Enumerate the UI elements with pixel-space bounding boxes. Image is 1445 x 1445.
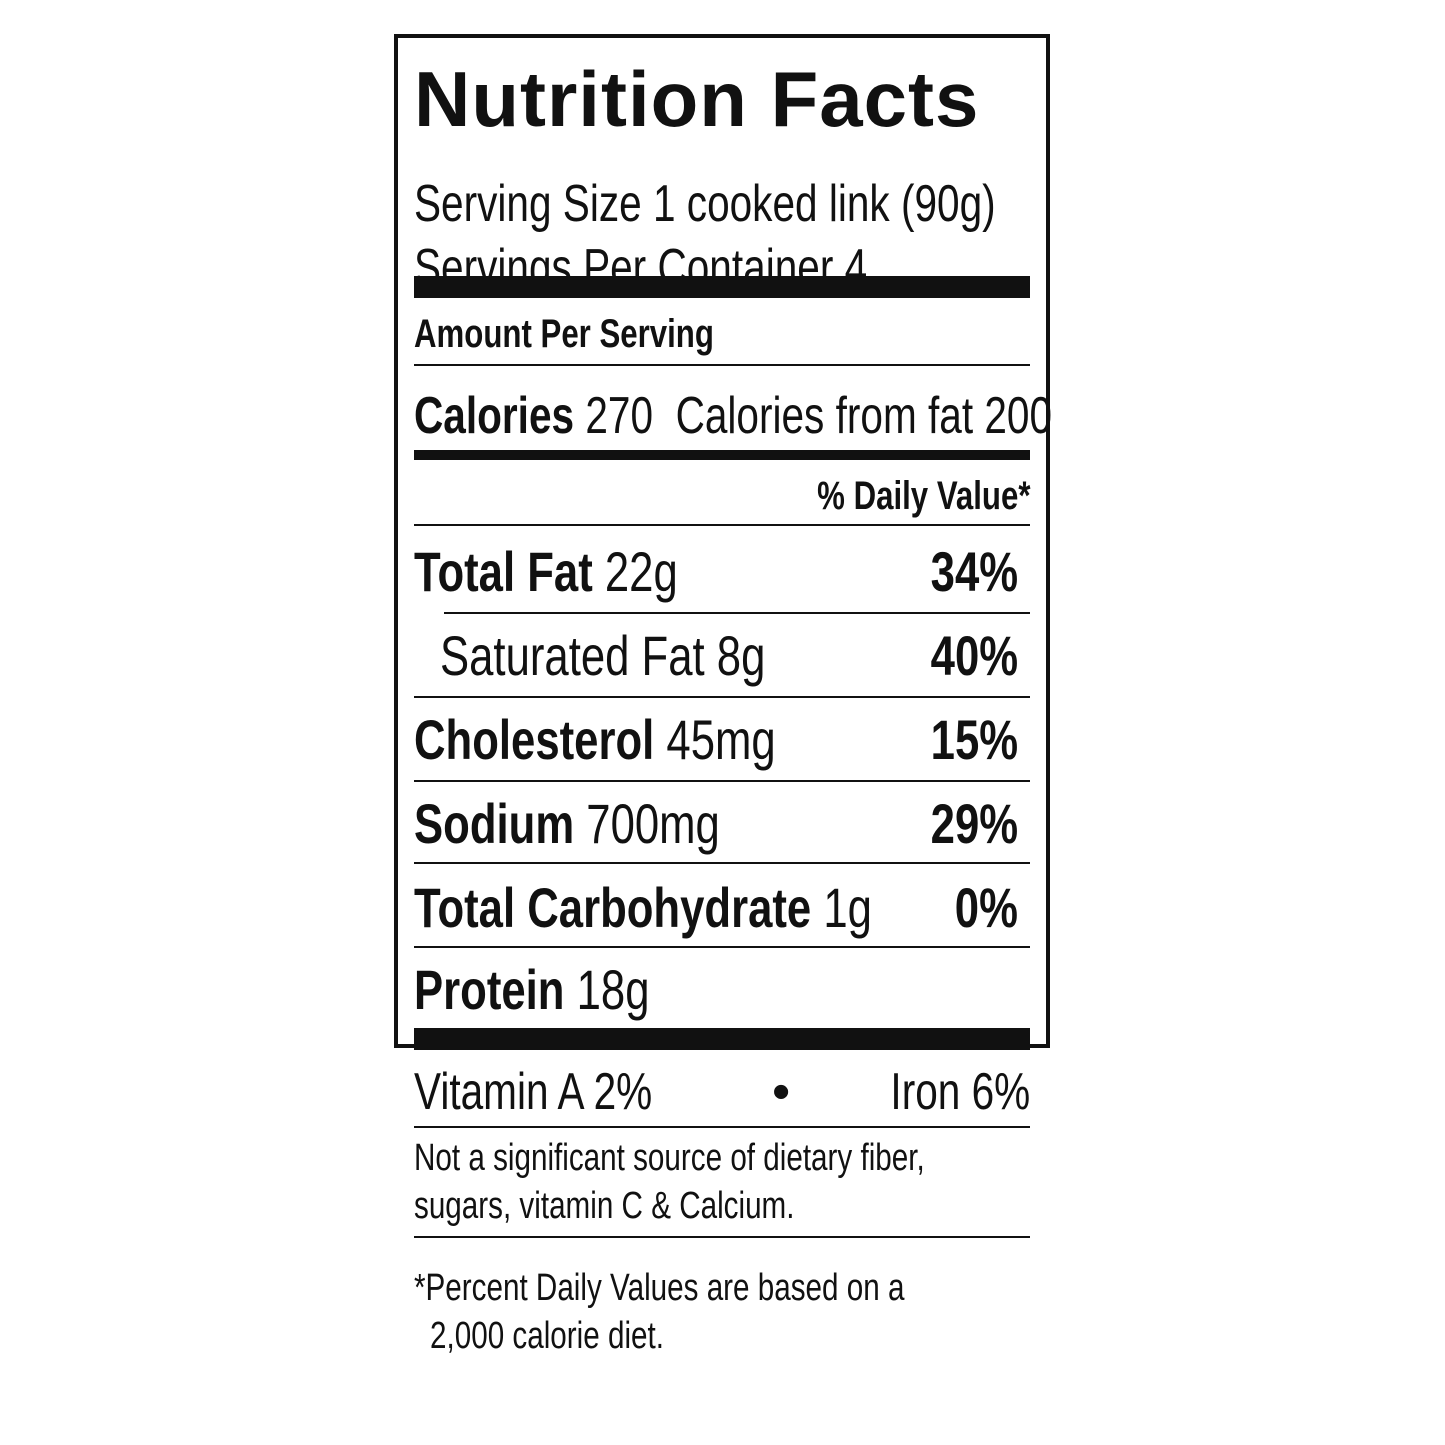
thin-divider: [414, 364, 1030, 366]
medium-divider: [414, 450, 1030, 460]
vitamin-a: Vitamin A 2%: [414, 1063, 653, 1121]
thin-divider: [444, 612, 1030, 614]
thin-divider: [414, 696, 1030, 698]
not-significant-note: Not a significant source of dietary fibe…: [414, 1137, 925, 1227]
vitamins-row: Vitamin A 2% • Iron 6%: [414, 1066, 1030, 1118]
thin-divider: [414, 1126, 1030, 1128]
nutrient-amount: 700mg: [586, 792, 720, 855]
nutrient-name: Sodium: [414, 792, 575, 855]
nutrient-row-cholesterol: Cholesterol 45mg 15%: [414, 712, 1030, 768]
thin-divider: [414, 1236, 1030, 1238]
nutrient-amount: 18g: [576, 958, 650, 1021]
iron: Iron 6%: [890, 1063, 1030, 1121]
nutrient-row-total-carbohydrate: Total Carbohydrate 1g 0%: [414, 880, 1030, 936]
nutrient-name: Total Carbohydrate: [414, 876, 812, 939]
daily-value-header: % Daily Value*: [816, 474, 1030, 518]
calories-label: Calories: [414, 387, 575, 445]
bullet-separator: •: [772, 1063, 791, 1121]
nutrition-facts-label: Nutrition Facts Serving Size 1 cooked li…: [394, 34, 1052, 1357]
calories-row: Calories 270 Calories from fat 200: [414, 387, 1052, 445]
nutrient-name: Saturated Fat: [440, 624, 705, 687]
footnote: *Percent Daily Values are based on a 2,0…: [414, 1267, 905, 1357]
nutrient-daily-value: 34%: [930, 540, 1018, 603]
calories-from-fat-value: 200: [984, 387, 1053, 445]
serving-size: Serving Size 1 cooked link (90g): [414, 175, 996, 233]
amount-per-serving: Amount Per Serving: [414, 312, 714, 356]
nutrient-row-protein: Protein 18g: [414, 962, 1030, 1018]
thin-divider: [414, 524, 1030, 526]
nutrient-daily-value: 40%: [930, 624, 1018, 687]
thin-divider: [414, 780, 1030, 782]
nutrient-daily-value: 0%: [954, 876, 1018, 939]
label-title: Nutrition Facts: [414, 55, 980, 143]
nutrient-amount: 8g: [716, 624, 766, 687]
thick-divider-bottom: [414, 1028, 1030, 1050]
nutrient-row-saturated-fat: Saturated Fat 8g 40%: [414, 628, 1030, 684]
thin-divider: [414, 862, 1030, 864]
nutrient-daily-value: 29%: [930, 792, 1018, 855]
nutrient-row-sodium: Sodium 700mg 29%: [414, 796, 1030, 852]
nutrient-name: Protein: [414, 958, 565, 1021]
calories-from-fat-label: Calories from fat: [675, 387, 974, 445]
thin-divider: [414, 946, 1030, 948]
calories-value: 270: [585, 387, 654, 445]
nutrient-name: Cholesterol: [414, 708, 655, 771]
nutrient-amount: 45mg: [666, 708, 776, 771]
thick-divider-top: [414, 276, 1030, 298]
nutrient-amount: 1g: [823, 876, 872, 939]
label-content: Nutrition Facts Serving Size 1 cooked li…: [414, 38, 1052, 1357]
nutrient-row-total-fat: Total Fat 22g 34%: [414, 544, 1030, 600]
nutrient-name: Total Fat: [414, 540, 593, 603]
nutrient-daily-value: 15%: [930, 708, 1018, 771]
nutrient-amount: 22g: [604, 540, 678, 603]
